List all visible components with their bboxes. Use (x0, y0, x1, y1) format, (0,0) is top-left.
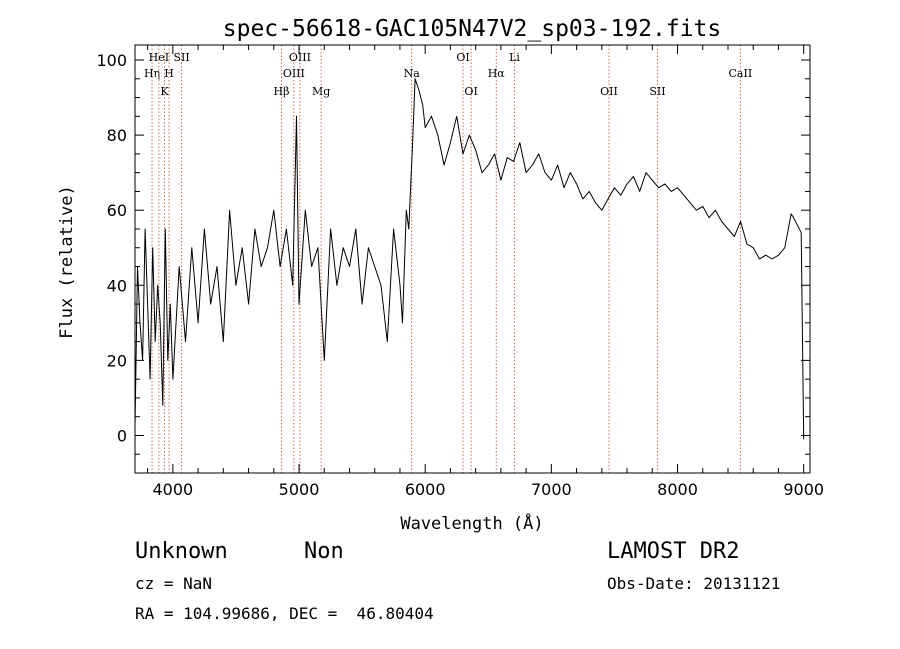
subclass-label: Non (304, 539, 344, 564)
x-tick-label: 5000 (279, 480, 320, 499)
x-tick-label: 9000 (783, 480, 824, 499)
line-marker-label: SII (649, 85, 665, 98)
line-marker-label: CaII (729, 67, 753, 80)
line-marker-label: OI (456, 51, 469, 64)
line-marker-label: Hβ (274, 85, 290, 98)
line-marker-label: Na (404, 67, 421, 80)
line-marker-label: K (160, 85, 169, 98)
survey-label: LAMOST DR2 (607, 539, 740, 564)
obs-date-text: Obs-Date: 20131121 (607, 574, 781, 593)
y-tick-label: 60 (107, 201, 127, 220)
line-marker-label: Hη (144, 67, 160, 80)
x-tick-label: 8000 (657, 480, 698, 499)
x-tick-label: 4000 (152, 480, 193, 499)
line-marker-label: SII (173, 51, 189, 64)
x-tick-label: 6000 (405, 480, 446, 499)
y-tick-label: 80 (107, 126, 127, 145)
line-marker-label: OIII (289, 51, 311, 64)
y-tick-label: 20 (107, 351, 127, 370)
line-marker-label: OIII (283, 67, 305, 80)
plot-frame (134, 44, 811, 474)
redshift-text: cz = NaN (135, 574, 213, 593)
class-label: Unknown (135, 539, 228, 564)
x-axis-label: Wavelength (Å) (400, 512, 543, 534)
y-tick-label: 0 (117, 426, 127, 445)
line-marker-label: H (164, 67, 174, 80)
spectrum-series (134, 78, 805, 440)
line-marker-label: OI (464, 85, 477, 98)
coordinates-text: RA = 104.99686, DEC = 46.80404 (135, 604, 434, 623)
line-marker-label: OII (600, 85, 618, 98)
line-marker-label: Hα (488, 67, 506, 80)
y-tick-label: 100 (96, 51, 127, 70)
spectrum-line (134, 78, 805, 440)
chart-title: spec-56618-GAC105N47V2_sp03-192.fits (223, 16, 722, 42)
axis-ticks: 4000 5000 6000 7000 8000 9000 0 20 40 60 80 100 (96, 45, 824, 499)
y-axis-label: Flux (relative) (57, 185, 77, 339)
line-marker-label: HeI (149, 51, 169, 64)
line-marker-label: Mg (312, 85, 330, 98)
y-tick-label: 40 (107, 276, 127, 295)
x-tick-label: 7000 (531, 480, 572, 499)
line-marker-label: Li (509, 51, 520, 64)
